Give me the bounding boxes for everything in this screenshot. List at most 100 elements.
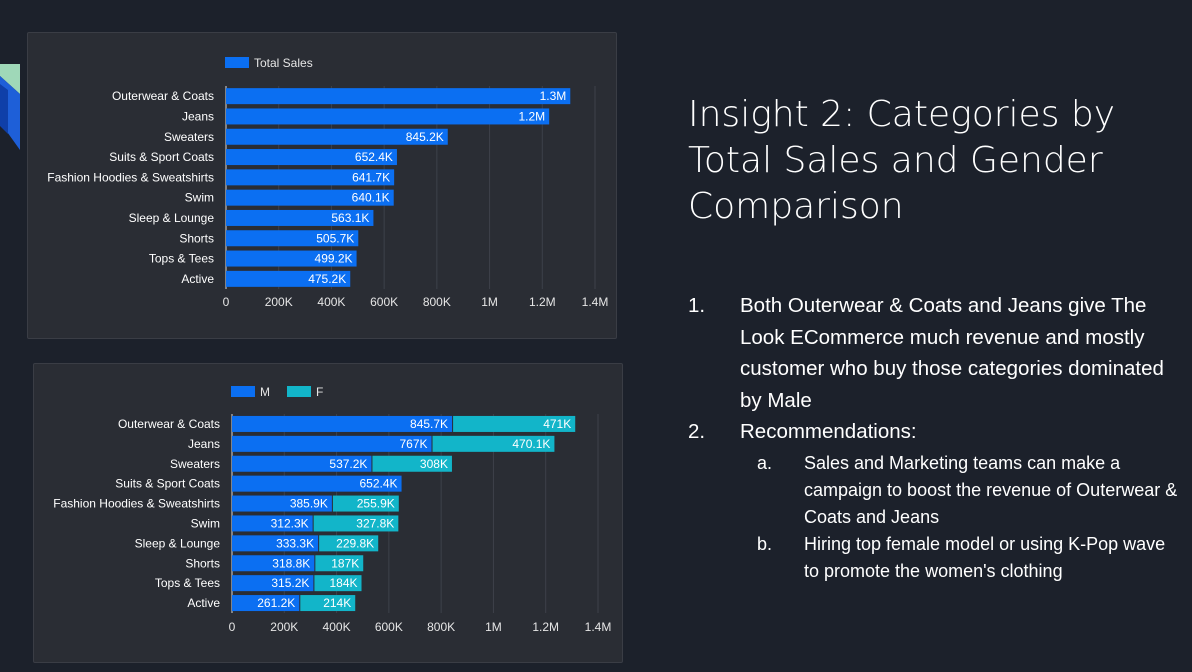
category-label-tops-and-tees: Tops & Tees	[149, 252, 214, 266]
category-label-suits-and-sport-coats: Suits & Sport Coats	[115, 477, 220, 491]
insights-list: 1. Both Outerwear & Coats and Jeans give…	[688, 290, 1178, 585]
bar-f-active	[300, 595, 356, 612]
data-label-total-sales-active: 475.2K	[308, 272, 346, 286]
bar-m-shorts	[232, 555, 315, 572]
bar-f-jeans	[432, 435, 555, 452]
category-label-sweaters: Sweaters	[170, 457, 220, 471]
corner-darkblue-shape	[0, 84, 8, 134]
x-tick-label: 1.4M	[582, 295, 609, 309]
x-tick-label: 600K	[370, 295, 398, 309]
category-label-shorts: Shorts	[179, 231, 214, 245]
recommendations-list: a. Sales and Marketing teams can make a …	[740, 450, 1178, 585]
category-label-suits-and-sport-coats: Suits & Sport Coats	[109, 150, 214, 164]
category-label-active: Active	[187, 596, 220, 610]
data-label-total-sales-fashion-hoodies-and-sweatshirts: 641.7K	[352, 170, 390, 184]
recommendation-text: Sales and Marketing teams can make a cam…	[804, 452, 1178, 527]
data-label-total-sales-outerwear-and-coats: 1.3M	[540, 89, 567, 103]
category-label-swim: Swim	[191, 516, 220, 530]
insight-text: Both Outerwear & Coats and Jeans give Th…	[740, 294, 1164, 412]
bar-total-sales-suits-and-sport-coats	[226, 149, 397, 166]
category-label-active: Active	[181, 272, 214, 286]
data-label-total-sales-sleep-and-lounge: 563.1K	[331, 211, 369, 225]
category-label-tops-and-tees: Tops & Tees	[155, 576, 220, 590]
data-label-f-swim: 327.8K	[356, 516, 394, 530]
insight-point-1: 1. Both Outerwear & Coats and Jeans give…	[688, 290, 1178, 416]
bar-m-tops-and-tees	[232, 575, 314, 592]
data-label-total-sales-sweaters: 845.2K	[406, 130, 444, 144]
data-label-m-fashion-hoodies-and-sweatshirts: 385.9K	[290, 497, 328, 511]
x-tick-label: 1.2M	[532, 620, 559, 634]
bar-m-swim	[232, 515, 313, 532]
legend-swatch-total-sales	[225, 57, 249, 68]
category-label-outerwear-and-coats: Outerwear & Coats	[118, 417, 220, 431]
legend-swatch-f	[287, 386, 311, 397]
gender-sales-stacked-bar-chart: M F Outerwear & Coats 845.7K 471K Jeans 767K 47…	[53, 385, 612, 634]
category-label-fashion-hoodies-and-sweatshirts: Fashion Hoodies & Sweatshirts	[53, 497, 220, 511]
data-label-m-outerwear-and-coats: 845.7K	[410, 417, 448, 431]
total-sales-bar-chart: Total Sales Outerwear & Coats 1.3M Jeans 1.2…	[47, 56, 609, 309]
bar-total-sales-shorts	[226, 230, 359, 247]
x-tick-label: 1.2M	[529, 295, 556, 309]
data-label-total-sales-jeans: 1.2M	[519, 109, 546, 123]
x-tick-label: 800K	[423, 295, 451, 309]
data-label-m-tops-and-tees: 315.2K	[271, 576, 309, 590]
category-label-jeans: Jeans	[188, 437, 220, 451]
insight-point-2: 2. Recommendations: a. Sales and Marketi…	[688, 416, 1178, 585]
insight-number: 2.	[688, 420, 706, 443]
data-label-f-tops-and-tees: 184K	[329, 576, 357, 590]
data-label-f-jeans: 470.1K	[512, 437, 550, 451]
recommendation-letter: a.	[757, 452, 773, 473]
x-tick-label: 0	[229, 620, 236, 634]
bar-total-sales-outerwear-and-coats	[226, 88, 571, 105]
insight-text: Recommendations:	[740, 420, 917, 443]
bar-f-fashion-hoodies-and-sweatshirts	[332, 495, 399, 512]
bar-m-suits-and-sport-coats	[232, 475, 402, 492]
x-tick-label: 400K	[317, 295, 345, 309]
data-label-f-outerwear-and-coats: 471K	[543, 417, 571, 431]
category-label-sleep-and-lounge: Sleep & Lounge	[135, 536, 221, 550]
bar-m-fashion-hoodies-and-sweatshirts	[232, 495, 332, 512]
x-tick-label: 800K	[427, 620, 455, 634]
corner-decoration	[0, 64, 20, 150]
recommendation-letter: b.	[757, 533, 773, 554]
data-label-total-sales-tops-and-tees: 499.2K	[315, 252, 353, 266]
slide-title: Insight 2: Categories by Total Sales and…	[688, 94, 1116, 227]
x-tick-label: 600K	[375, 620, 403, 634]
gender-sales-chart-panel: M F Outerwear & Coats 845.7K 471K Jeans 767K 47…	[33, 363, 623, 663]
bar-f-tops-and-tees	[314, 575, 362, 592]
x-tick-label: 1M	[485, 620, 502, 634]
data-label-total-sales-swim: 640.1K	[352, 191, 390, 205]
x-tick-label: 1M	[481, 295, 498, 309]
bar-f-sleep-and-lounge	[319, 535, 379, 552]
bar-f-swim	[313, 515, 399, 532]
x-tick-label: 1.4M	[585, 620, 612, 634]
bar-total-sales-tops-and-tees	[226, 250, 357, 267]
category-label-fashion-hoodies-and-sweatshirts: Fashion Hoodies & Sweatshirts	[47, 170, 214, 184]
data-label-m-suits-and-sport-coats: 652.4K	[360, 477, 398, 491]
data-label-m-swim: 312.3K	[271, 516, 309, 530]
bar-m-sweaters	[232, 455, 372, 472]
data-label-m-active: 261.2K	[257, 596, 295, 610]
category-label-outerwear-and-coats: Outerwear & Coats	[112, 89, 214, 103]
x-tick-label: 200K	[270, 620, 298, 634]
bar-total-sales-swim	[226, 189, 394, 206]
bar-total-sales-jeans	[226, 108, 550, 125]
bar-m-jeans	[232, 435, 432, 452]
insight-number: 1.	[688, 294, 706, 317]
bar-total-sales-sweaters	[226, 128, 448, 145]
data-label-total-sales-shorts: 505.7K	[316, 231, 354, 245]
category-label-shorts: Shorts	[185, 556, 220, 570]
data-label-m-jeans: 767K	[399, 437, 427, 451]
category-label-sleep-and-lounge: Sleep & Lounge	[129, 211, 215, 225]
bar-f-sweaters	[372, 455, 452, 472]
recommendation-text: Hiring top female model or using K-Pop w…	[804, 533, 1166, 581]
bar-f-outerwear-and-coats	[453, 415, 576, 432]
data-label-f-active: 214K	[323, 596, 351, 610]
recommendation-a: a. Sales and Marketing teams can make a …	[740, 450, 1178, 531]
bar-m-active	[232, 595, 300, 612]
x-tick-label: 400K	[323, 620, 351, 634]
data-label-f-shorts: 187K	[331, 556, 359, 570]
data-label-m-sweaters: 537.2K	[329, 457, 367, 471]
category-label-sweaters: Sweaters	[164, 130, 214, 144]
bar-total-sales-fashion-hoodies-and-sweatshirts	[226, 169, 395, 186]
